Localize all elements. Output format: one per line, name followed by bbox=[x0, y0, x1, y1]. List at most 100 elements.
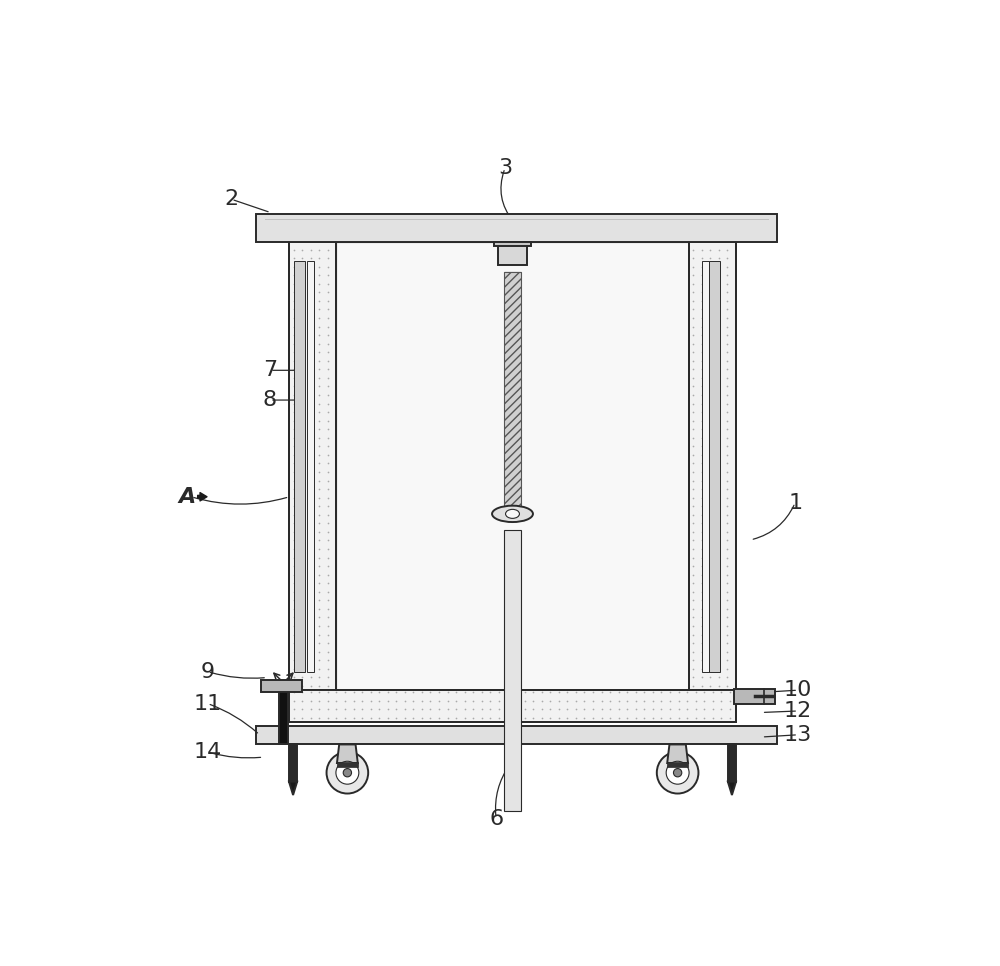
Point bbox=[534, 701, 550, 717]
Point bbox=[397, 710, 413, 725]
Text: 1: 1 bbox=[788, 493, 802, 513]
Bar bbox=[261, 680, 302, 693]
Point bbox=[702, 541, 718, 556]
Point bbox=[711, 584, 727, 600]
Point bbox=[371, 693, 387, 708]
Point bbox=[719, 294, 735, 309]
Point bbox=[702, 481, 718, 497]
Point bbox=[702, 276, 718, 292]
Point bbox=[719, 250, 735, 266]
Point bbox=[499, 701, 515, 717]
Point bbox=[702, 669, 718, 685]
Text: 11: 11 bbox=[193, 694, 222, 714]
Point bbox=[491, 701, 507, 717]
Point bbox=[303, 421, 319, 437]
Point bbox=[719, 636, 735, 651]
Point bbox=[671, 693, 687, 708]
Point bbox=[311, 550, 327, 565]
Point bbox=[346, 685, 362, 700]
Point bbox=[328, 701, 344, 717]
Point bbox=[685, 361, 701, 377]
Point bbox=[694, 242, 710, 257]
Point bbox=[694, 627, 710, 642]
Point bbox=[711, 387, 727, 403]
Point bbox=[702, 525, 718, 540]
Point bbox=[719, 301, 735, 317]
Point bbox=[482, 701, 498, 717]
Point bbox=[286, 439, 302, 454]
Point bbox=[320, 301, 336, 317]
Point bbox=[694, 481, 710, 497]
Point bbox=[685, 336, 701, 352]
Point bbox=[711, 472, 727, 488]
Point bbox=[491, 710, 507, 725]
Point bbox=[311, 465, 327, 480]
Point bbox=[311, 439, 327, 454]
Point bbox=[685, 301, 701, 317]
Point bbox=[551, 710, 567, 725]
Point bbox=[311, 310, 327, 326]
Point bbox=[286, 379, 302, 394]
Point bbox=[294, 710, 310, 725]
Point bbox=[576, 693, 592, 708]
Point bbox=[685, 525, 701, 540]
Point bbox=[685, 481, 701, 497]
Point bbox=[303, 685, 319, 700]
Point bbox=[517, 701, 533, 717]
Point bbox=[719, 472, 735, 488]
Point bbox=[685, 413, 701, 429]
Point bbox=[685, 669, 701, 685]
Point bbox=[705, 701, 721, 717]
Point bbox=[685, 558, 701, 574]
Point bbox=[694, 294, 710, 309]
Bar bbox=[728, 745, 736, 781]
Point bbox=[431, 710, 447, 725]
Point bbox=[702, 242, 718, 257]
Point bbox=[303, 701, 319, 717]
Point bbox=[294, 345, 310, 360]
Point bbox=[457, 701, 473, 717]
Point bbox=[694, 652, 710, 668]
Point bbox=[414, 701, 430, 717]
Point bbox=[405, 685, 421, 700]
Point bbox=[380, 701, 396, 717]
Point bbox=[311, 370, 327, 385]
Point bbox=[294, 498, 310, 514]
Point bbox=[294, 490, 310, 505]
Point bbox=[303, 336, 319, 352]
Point bbox=[294, 276, 310, 292]
Point bbox=[688, 701, 704, 717]
Point bbox=[534, 685, 550, 700]
Point bbox=[286, 636, 302, 651]
Point bbox=[414, 685, 430, 700]
Point bbox=[294, 242, 310, 257]
Point bbox=[568, 685, 584, 700]
Point bbox=[685, 387, 701, 403]
Point bbox=[694, 413, 710, 429]
Point bbox=[694, 584, 710, 600]
Point bbox=[286, 701, 302, 717]
Point bbox=[320, 370, 336, 385]
Point bbox=[440, 701, 456, 717]
Point bbox=[405, 710, 421, 725]
Point bbox=[286, 661, 302, 676]
Point bbox=[320, 336, 336, 352]
Point bbox=[711, 661, 727, 676]
Point bbox=[303, 268, 319, 283]
Point bbox=[440, 710, 456, 725]
Point bbox=[286, 294, 302, 309]
Point bbox=[294, 685, 310, 700]
Point bbox=[354, 701, 370, 717]
Point bbox=[303, 327, 319, 343]
Point bbox=[303, 472, 319, 488]
Point bbox=[685, 490, 701, 505]
Point bbox=[679, 710, 695, 725]
Point bbox=[719, 550, 735, 565]
Point bbox=[508, 710, 524, 725]
Point bbox=[711, 379, 727, 394]
Point bbox=[311, 259, 327, 274]
Circle shape bbox=[666, 761, 689, 784]
Point bbox=[311, 678, 327, 694]
Point bbox=[711, 481, 727, 497]
Point bbox=[294, 472, 310, 488]
